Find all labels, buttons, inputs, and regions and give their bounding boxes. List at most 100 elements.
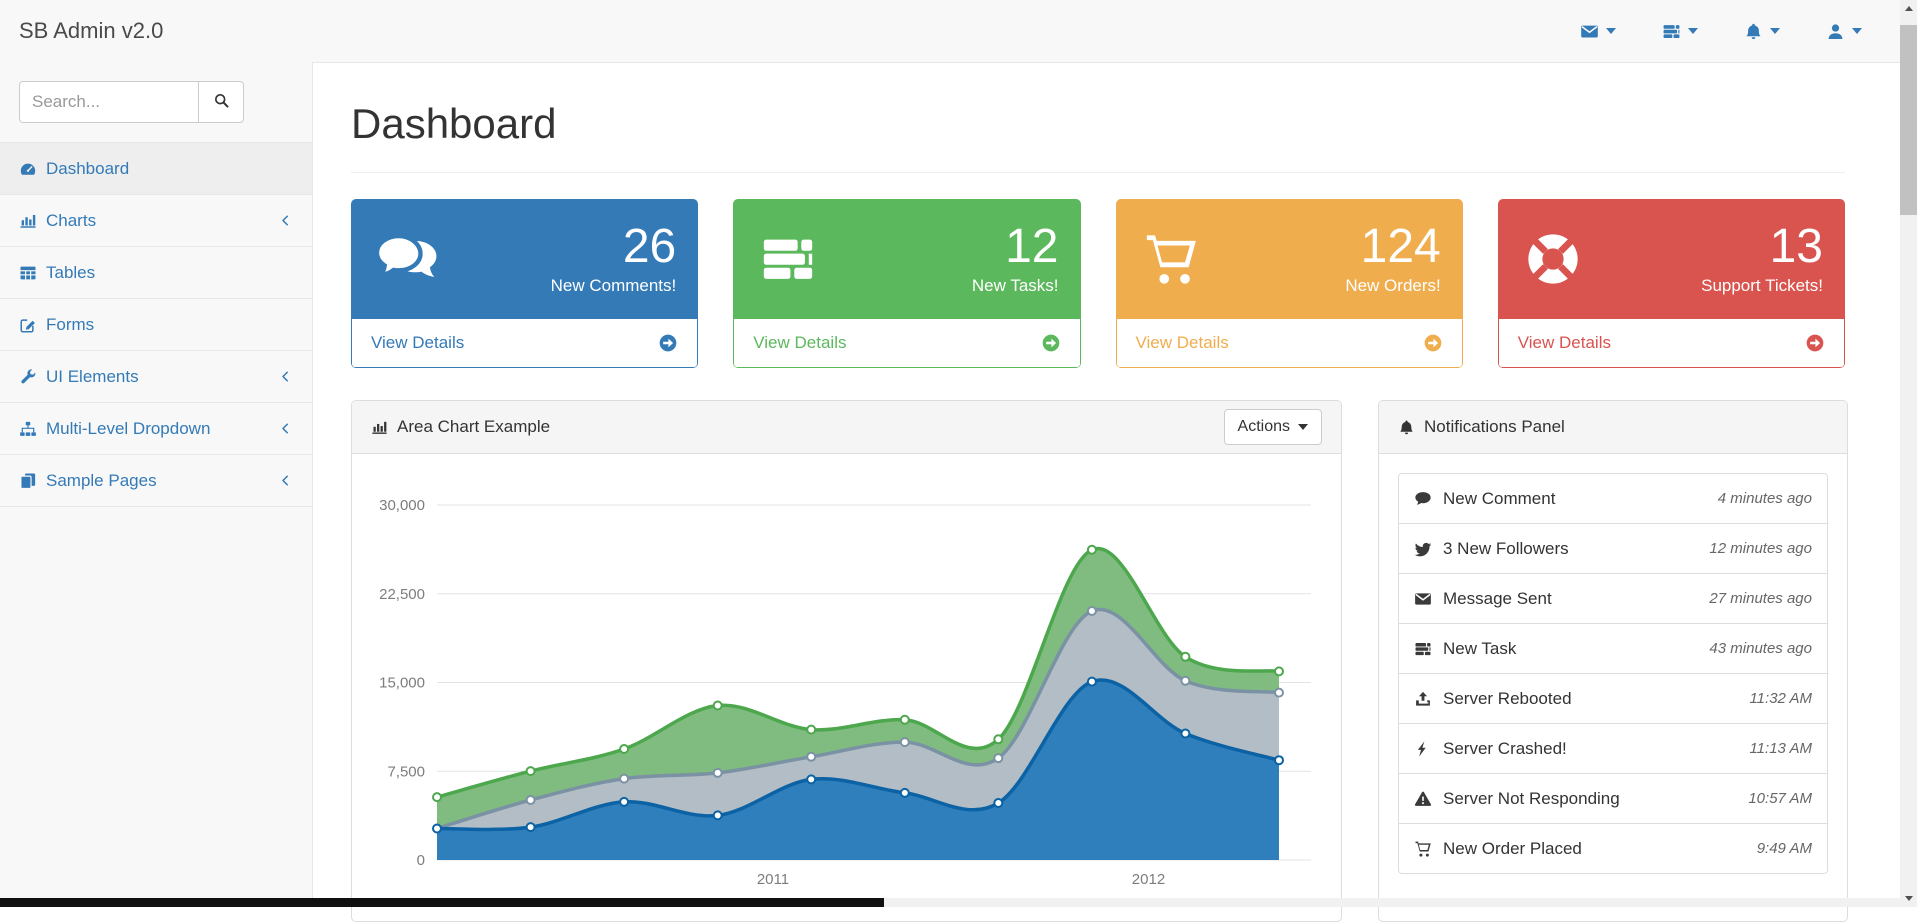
table-icon <box>19 264 46 282</box>
area-chart-panel-title: Area Chart Example <box>397 417 551 436</box>
sidebar-item-forms[interactable]: Forms <box>0 298 312 350</box>
area-chart-panel-heading: Area Chart Example Actions <box>352 401 1341 454</box>
view-details-link[interactable]: View Details <box>734 318 1080 367</box>
svg-text:22,500: 22,500 <box>379 586 425 603</box>
scroll-down-button[interactable] <box>1900 890 1917 907</box>
tasks-menu[interactable] <box>1662 22 1698 41</box>
notification-new-comment[interactable]: New Comment 4 minutes ago <box>1398 473 1828 524</box>
notification-text: New Task <box>1443 638 1517 658</box>
sidebar-item-charts[interactable]: Charts <box>0 194 312 246</box>
stat-label: New Tasks! <box>971 276 1059 296</box>
scroll-up-button[interactable] <box>1900 0 1917 17</box>
arrow-circle-right-icon <box>1041 333 1061 353</box>
sidebar-item-ui-elements[interactable]: UI Elements <box>0 350 312 402</box>
notification-time: 4 minutes ago <box>1717 490 1812 507</box>
angle-left-icon <box>278 369 293 384</box>
svg-text:30,000: 30,000 <box>379 497 425 514</box>
comment-icon <box>1414 490 1443 508</box>
caret-down-icon <box>1298 424 1308 430</box>
notification-new-task[interactable]: New Task 43 minutes ago <box>1398 623 1828 674</box>
page-title: Dashboard <box>351 100 557 147</box>
shopping-cart-icon <box>1138 230 1204 288</box>
notification-text: New Order Placed <box>1443 838 1582 858</box>
stat-label: Support Tickets! <box>1701 276 1823 296</box>
stat-panel-support-tickets[interactable]: 13 Support Tickets! View Details <box>1497 199 1845 368</box>
sidebar-item-dashboard[interactable]: Dashboard <box>0 142 312 194</box>
user-icon <box>1826 22 1845 41</box>
alerts-menu[interactable] <box>1744 22 1780 41</box>
notification-new-order-placed[interactable]: New Order Placed 9:49 AM <box>1398 823 1828 874</box>
notification-message-sent[interactable]: Message Sent 27 minutes ago <box>1398 573 1828 624</box>
life-ring-icon <box>1520 230 1586 288</box>
view-details-label: View Details <box>371 333 465 352</box>
bell-icon <box>1744 22 1763 41</box>
stat-label: New Orders! <box>1345 276 1441 296</box>
notification-time: 10:57 AM <box>1748 790 1812 807</box>
tasks-icon <box>1662 22 1681 41</box>
upload-icon <box>1414 690 1443 708</box>
sidebar-item-sample-pages[interactable]: Sample Pages <box>0 454 312 507</box>
svg-text:7,500: 7,500 <box>387 763 425 780</box>
notification-text: 3 New Followers <box>1443 538 1569 558</box>
stat-value: 13 <box>1769 219 1823 273</box>
notification-text: Server Not Responding <box>1443 788 1620 808</box>
notification-time: 11:13 AM <box>1749 740 1812 757</box>
edit-icon <box>19 316 46 334</box>
notifications-body: New Comment 4 minutes ago 3 New Follower… <box>1379 473 1847 874</box>
vertical-scrollbar-thumb[interactable] <box>1900 25 1917 215</box>
notification-server-rebooted[interactable]: Server Rebooted 11:32 AM <box>1398 673 1828 724</box>
view-details-link[interactable]: View Details <box>352 318 698 367</box>
caret-down-icon <box>1770 28 1780 34</box>
vertical-scrollbar[interactable] <box>1900 0 1917 907</box>
notification-server-not-responding[interactable]: Server Not Responding 10:57 AM <box>1398 773 1828 824</box>
sidebar-item-label: Sample Pages <box>46 470 157 490</box>
horizontal-scrollbar-thumb[interactable] <box>0 898 884 907</box>
sidebar-item-label: UI Elements <box>46 366 139 386</box>
user-menu[interactable] <box>1826 22 1862 41</box>
search-input[interactable] <box>19 81 198 123</box>
stat-panel-new-orders[interactable]: 124 New Orders! View Details <box>1115 199 1463 368</box>
navbar-right-menu <box>1580 0 1862 62</box>
sidebar-item-label: Tables <box>46 262 96 282</box>
bolt-icon <box>1414 740 1443 758</box>
twitter-icon <box>1414 540 1443 558</box>
svg-text:15,000: 15,000 <box>379 675 425 692</box>
svg-text:2012: 2012 <box>1132 871 1165 888</box>
tasks-icon <box>1414 640 1443 658</box>
stat-value: 26 <box>622 219 677 273</box>
page-header-divider <box>351 172 1845 173</box>
caret-down-icon <box>1606 28 1616 34</box>
app-brand[interactable]: SB Admin v2.0 <box>19 18 164 43</box>
notifications-panel-title: Notifications Panel <box>1424 417 1565 436</box>
actions-dropdown-button[interactable]: Actions <box>1223 409 1322 445</box>
horizontal-scrollbar[interactable] <box>0 898 1900 907</box>
arrow-circle-right-icon <box>1805 333 1825 353</box>
view-details-link[interactable]: View Details <box>1116 318 1462 367</box>
notification-server-crashed[interactable]: Server Crashed! 11:13 AM <box>1398 723 1828 774</box>
stat-panel-body: 124 New Orders! <box>1116 200 1462 318</box>
stat-panel-body: 26 New Comments! <box>352 200 698 318</box>
arrow-up-icon <box>1904 6 1913 11</box>
caret-down-icon <box>1688 28 1698 34</box>
stat-panel-new-tasks[interactable]: 12 New Tasks! View Details <box>733 199 1081 368</box>
stat-label: New Comments! <box>550 276 677 296</box>
notification-text: Server Crashed! <box>1443 738 1567 758</box>
stat-panel-new-comments[interactable]: 26 New Comments! View Details <box>351 199 699 368</box>
messages-menu[interactable] <box>1580 22 1616 41</box>
arrow-circle-right-icon <box>658 333 678 353</box>
bar-chart-icon <box>371 419 388 436</box>
notifications-panel: Notifications Panel New Comment 4 minute… <box>1378 400 1848 922</box>
sidebar-item-tables[interactable]: Tables <box>0 246 312 298</box>
sidebar-item-multi-level-dropdown[interactable]: Multi-Level Dropdown <box>0 402 312 454</box>
stat-panel-body: 13 Support Tickets! <box>1498 200 1844 318</box>
notification-3-new-followers[interactable]: 3 New Followers 12 minutes ago <box>1398 523 1828 574</box>
arrow-circle-right-icon <box>1423 333 1443 353</box>
stat-panel-body: 12 New Tasks! <box>734 200 1080 318</box>
notification-time: 43 minutes ago <box>1709 640 1812 657</box>
view-details-link[interactable]: View Details <box>1498 318 1844 367</box>
top-navbar: SB Admin v2.0 <box>0 0 1900 63</box>
bar-chart-icon <box>19 212 46 230</box>
search-button[interactable] <box>198 81 244 123</box>
wrench-icon <box>19 368 46 386</box>
bell-icon <box>1398 419 1415 436</box>
